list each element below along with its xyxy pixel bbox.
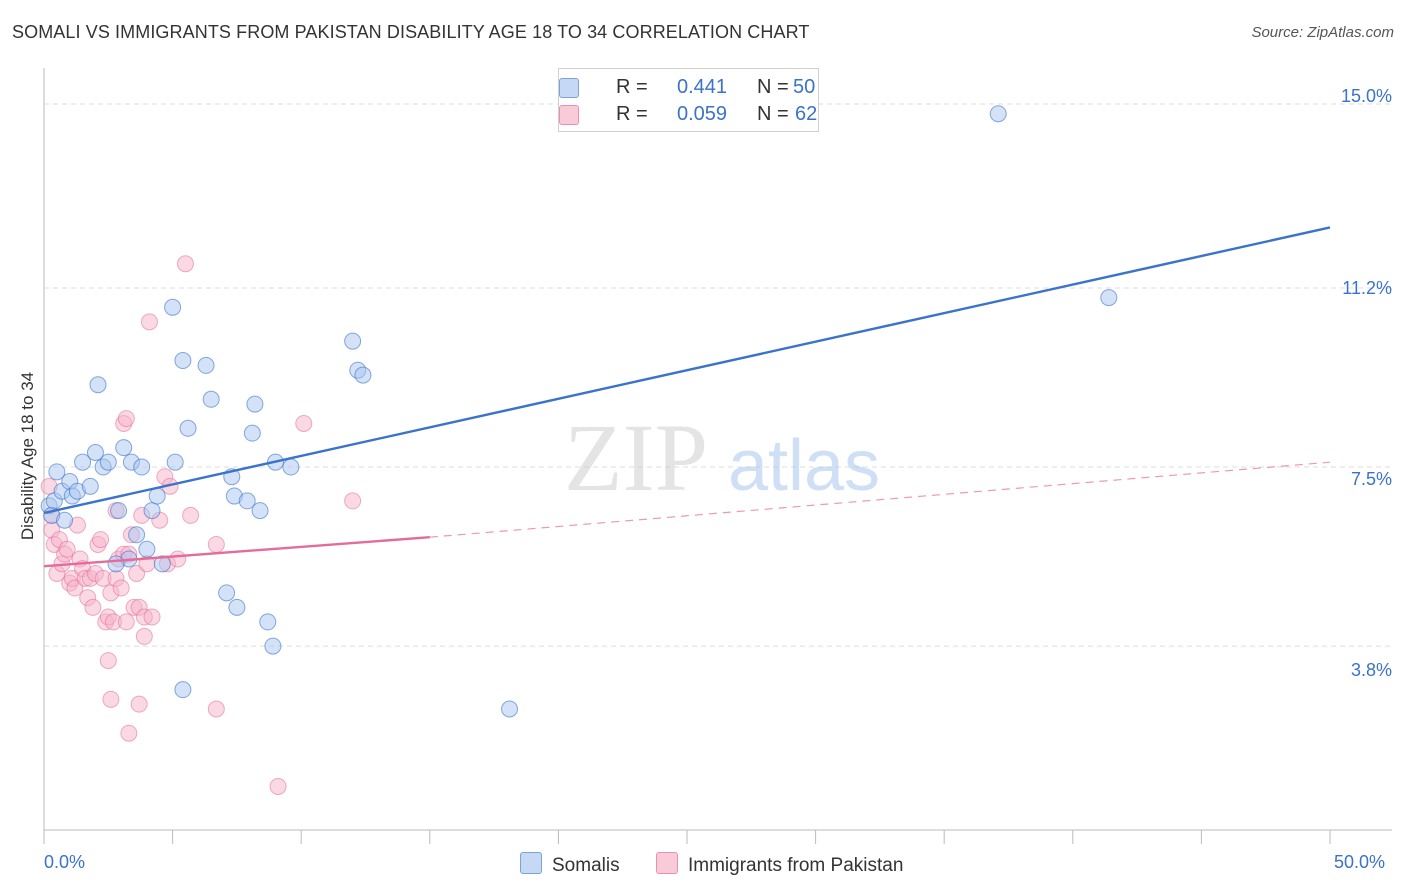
somalis-point-35	[243, 424, 261, 442]
chart-title: SOMALI VS IMMIGRANTS FROM PAKISTAN DISAB…	[12, 22, 810, 42]
pakistan-point-31	[117, 613, 135, 631]
y-tick-15: 15.0%	[1340, 86, 1392, 106]
x-tick-max: 50.0%	[1334, 852, 1386, 872]
pakistan-point-53	[344, 492, 362, 510]
axes	[43, 68, 1392, 844]
somalis-point-18	[110, 502, 128, 520]
somalis-point-40	[218, 584, 236, 602]
somalis-point-48	[501, 700, 519, 718]
somalis-point-15	[115, 439, 133, 457]
pakistan-point-21	[92, 531, 110, 549]
somalis-swatch	[559, 78, 579, 98]
pakistan-point-54	[99, 652, 117, 670]
pakistan-point-47	[140, 313, 158, 331]
r-value-pakistan: 0.059	[677, 102, 728, 125]
y-tick-3-8: 3.8%	[1350, 660, 1392, 680]
pakistan-point-44	[169, 550, 187, 568]
legend-somalis-label: Somalis	[552, 855, 620, 876]
pakistan-point-29	[112, 579, 130, 597]
pakistan-point-48	[176, 255, 194, 273]
pakistan-point-18	[84, 598, 102, 616]
n-value-pakistan: 62	[795, 102, 818, 125]
grid-lines	[44, 103, 1392, 647]
somalis-point-46	[354, 366, 372, 384]
somalis-point-23	[143, 502, 161, 520]
somalis-point-26	[166, 453, 184, 471]
pakistan-point-60	[135, 627, 153, 645]
pakistan-point-8	[58, 540, 76, 558]
somalis-point-13	[99, 453, 117, 471]
somalis-point-9	[74, 453, 92, 471]
somalis-point-25	[153, 555, 171, 573]
pakistan-trend-line-2	[429, 461, 1331, 538]
legend-somalis-swatch	[520, 852, 542, 874]
source-label: Source: ZipAtlas.com	[1251, 24, 1394, 41]
y-tick-11-2: 11.2%	[1342, 278, 1392, 298]
legend-item-somalis: Somalis	[520, 852, 620, 877]
somalis-point-11	[86, 444, 104, 461]
pakistan-point-40	[143, 608, 161, 626]
legend-item-pakistan: Immigrants from Pakistan	[656, 852, 903, 877]
pakistan-point-46	[207, 535, 225, 553]
n-label-pakistan: N =	[757, 102, 789, 125]
y-tick-7-5: 7.5%	[1350, 469, 1392, 489]
pakistan-swatch	[559, 105, 579, 125]
pakistan-point-59	[269, 777, 287, 795]
somalis-trend-line-0	[43, 226, 1331, 515]
somalis-point-27	[174, 352, 192, 370]
n-label-somalis: N =	[757, 75, 789, 98]
somalis-point-37	[251, 502, 269, 520]
pakistan-point-58	[207, 700, 225, 718]
somalis-point-31	[202, 390, 220, 408]
series-pakistan-points	[40, 255, 362, 795]
pakistan-point-56	[130, 695, 148, 713]
somalis-point-22	[107, 555, 125, 573]
legend-pakistan-swatch	[656, 852, 678, 874]
pakistan-point-55	[102, 690, 120, 708]
x-tick-min: 0.0%	[44, 852, 86, 872]
somalis-point-42	[259, 613, 277, 631]
somalis-point-41	[228, 598, 246, 616]
somalis-point-36	[246, 395, 264, 413]
somalis-point-20	[138, 540, 156, 558]
somalis-point-10	[81, 477, 99, 495]
somalis-point-29	[179, 419, 197, 437]
pakistan-point-52	[295, 414, 313, 432]
somalis-point-28	[164, 298, 182, 316]
pakistan-point-45	[182, 506, 200, 524]
watermark: ZIP atlas	[564, 404, 880, 511]
somalis-point-39	[282, 458, 300, 476]
r-label-somalis: R =	[616, 75, 648, 98]
legend-pakistan-label: Immigrants from Pakistan	[688, 855, 904, 876]
stats-legend: R = 0.441 N = 50 R = 0.059 N = 62	[558, 68, 819, 132]
somalis-point-14	[89, 376, 107, 394]
trend-lines	[43, 226, 1331, 568]
r-label-pakistan: R =	[616, 102, 648, 125]
somalis-point-49	[989, 105, 1007, 123]
somalis-point-24	[148, 487, 166, 505]
somalis-point-3	[48, 463, 66, 481]
somalis-point-50	[1100, 289, 1118, 307]
watermark-zip: ZIP	[564, 404, 708, 511]
watermark-atlas: atlas	[728, 426, 880, 506]
somalis-point-34	[238, 492, 256, 510]
somalis-point-47	[174, 681, 192, 699]
n-value-somalis: 50	[793, 75, 816, 98]
somalis-point-17	[133, 458, 151, 476]
series-somalis-points	[40, 105, 1118, 718]
pakistan-point-50	[117, 410, 135, 428]
pakistan-trend-line-1	[43, 535, 430, 568]
somalis-point-5	[56, 511, 74, 529]
somalis-point-19	[128, 526, 146, 544]
somalis-point-43	[264, 637, 282, 655]
somalis-point-44	[344, 332, 362, 350]
r-value-somalis: 0.441	[677, 75, 728, 98]
pakistan-point-57	[120, 724, 138, 742]
somalis-point-30	[197, 356, 215, 374]
